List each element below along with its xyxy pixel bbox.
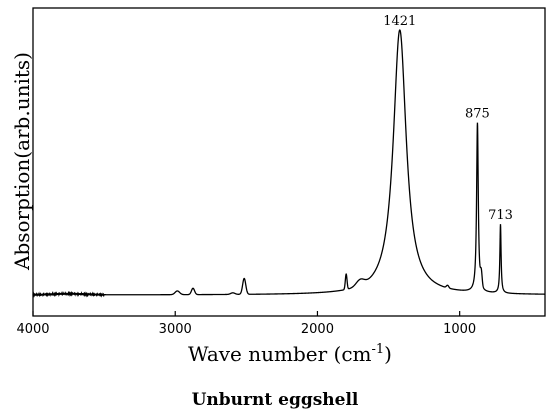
x-tick-label: 3000 <box>159 322 192 337</box>
peak-annotations: 1421 875 713 <box>383 14 513 223</box>
x-axis-label: Wave number (cm-1) <box>160 342 420 366</box>
peak-label: 713 <box>488 208 513 223</box>
x-axis-label-main: Wave number (cm <box>188 342 372 366</box>
x-axis-label-tail: ) <box>384 342 392 366</box>
peak-label: 875 <box>465 107 490 122</box>
x-ticks: 4000 3000 2000 1000 <box>16 311 476 337</box>
figure-caption: Unburnt eggshell <box>191 390 359 410</box>
x-axis-label-exponent: -1 <box>371 342 385 357</box>
y-axis-label: Absorption(arb.units) <box>10 52 34 270</box>
x-tick-label: 4000 <box>16 322 49 337</box>
plot-frame <box>32 7 546 317</box>
x-tick-label: 1000 <box>443 322 476 337</box>
peak-label: 1421 <box>383 14 416 29</box>
series-line-absorption <box>32 29 545 299</box>
x-tick-label: 2000 <box>301 322 334 337</box>
